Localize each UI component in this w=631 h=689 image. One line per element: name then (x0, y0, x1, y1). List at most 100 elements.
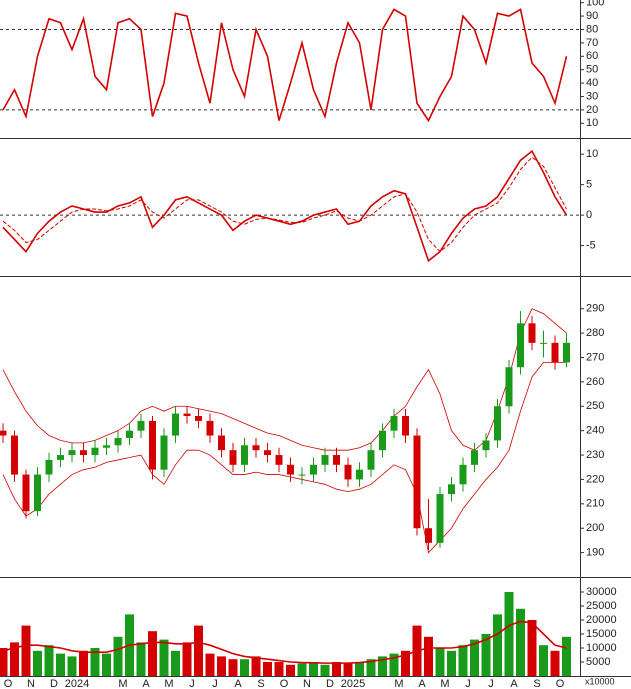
x-tick-label: J (465, 678, 471, 689)
candle-body (241, 445, 248, 465)
unit-label: x10000 (585, 676, 615, 686)
candle-body (390, 416, 398, 431)
candle-body (11, 435, 18, 475)
x-tick-label: O (280, 678, 289, 689)
y-tick-label: 90 (586, 10, 598, 22)
volume-bar (136, 642, 146, 676)
x-tick-label: A (142, 678, 150, 689)
volume-bar (79, 650, 88, 676)
volume-bar (67, 656, 77, 676)
y-tick-label: 30000 (586, 586, 617, 598)
candle-body (563, 342, 570, 363)
volume-bar (481, 634, 491, 676)
candle-body (137, 420, 145, 431)
candle-body (229, 450, 237, 465)
volume-bar (527, 620, 537, 676)
volume-bar (194, 625, 203, 676)
volume-bar (21, 625, 31, 676)
volume-bar (44, 645, 54, 676)
candle-body (321, 455, 329, 465)
candle-body (126, 430, 133, 438)
candle-body (425, 528, 432, 543)
y-tick-label: 10 (586, 148, 598, 160)
candle-body (505, 367, 513, 407)
x-tick-label: A (234, 678, 242, 689)
candle-body (0, 430, 7, 436)
x-tick-label: S (257, 678, 264, 689)
x-tick-label: M (164, 678, 173, 689)
y-tick-label: -5 (586, 239, 596, 251)
candle-body (540, 342, 547, 344)
candle-body (45, 459, 53, 475)
volume-bar (0, 648, 8, 676)
x-tick-label: J (212, 678, 218, 689)
x-tick-label: M (440, 678, 449, 689)
y-tick-label: 230 (586, 449, 604, 461)
volume-bar (401, 650, 410, 676)
candle-body (160, 435, 168, 470)
y-tick-label: 80 (586, 23, 598, 35)
volume-bar (504, 592, 514, 676)
x-tick-label: A (510, 678, 518, 689)
x-tick-label: M (118, 678, 127, 689)
candle-body (80, 450, 87, 456)
candle-body (22, 474, 30, 512)
volume-bar (320, 664, 330, 676)
volume-bar (286, 664, 295, 676)
y-tick-label: 10 (586, 117, 598, 129)
volume-bar (182, 642, 192, 676)
candle-body (91, 447, 99, 456)
volume-bar (56, 653, 65, 676)
x-tick-label: J (189, 678, 195, 689)
volume-bar (332, 662, 341, 676)
volume-bar (228, 659, 238, 676)
y-tick-label: 25000 (586, 600, 617, 612)
x-tick-label: A (418, 678, 426, 689)
y-tick-label: 5000 (586, 656, 610, 668)
candle-body (471, 450, 478, 465)
volume-bar (562, 636, 571, 676)
x-tick-label: J (488, 678, 494, 689)
volume-bar (10, 642, 19, 676)
volume-bar (33, 650, 42, 676)
x-tick-label: N (303, 678, 311, 689)
candle-body (517, 323, 524, 368)
candle-body (310, 464, 317, 475)
y-tick-label: 270 (586, 351, 604, 363)
candle-body (172, 413, 179, 436)
volume-bar (424, 636, 433, 676)
volume-bar (217, 656, 226, 676)
candle-body (528, 323, 536, 343)
y-tick-label: 220 (586, 473, 604, 485)
indicator-line (2, 156, 567, 253)
y-tick-label: 0 (586, 209, 592, 221)
indicator-line (2, 149, 568, 263)
oscillator-line (2, 8, 568, 123)
x-tick-label: N (27, 678, 35, 689)
volume-bar (435, 648, 445, 676)
y-tick-label: 280 (586, 327, 604, 339)
x-tick-label: 2024 (65, 678, 89, 689)
candle-body (114, 437, 122, 446)
volume-bar (343, 663, 353, 676)
candle-body (57, 455, 64, 460)
candle-body (218, 435, 225, 451)
y-tick-label: 260 (586, 376, 604, 388)
x-tick-label: O (4, 678, 13, 689)
x-tick-label: O (556, 678, 565, 689)
volume-bar (458, 645, 468, 676)
candle-body (298, 474, 306, 476)
volume-bar (447, 650, 456, 676)
volume-bar (550, 650, 560, 676)
volume-bar (389, 653, 399, 676)
band-line (2, 308, 567, 451)
volume-bar (470, 639, 479, 676)
candle-body (448, 484, 455, 495)
y-tick-label: 240 (586, 425, 604, 437)
y-tick-label: 190 (586, 547, 604, 559)
candle-body (459, 464, 467, 485)
candle-body (356, 469, 363, 480)
x-tick-label: S (533, 678, 540, 689)
y-tick-label: 210 (586, 498, 604, 510)
candle-body (494, 406, 501, 441)
